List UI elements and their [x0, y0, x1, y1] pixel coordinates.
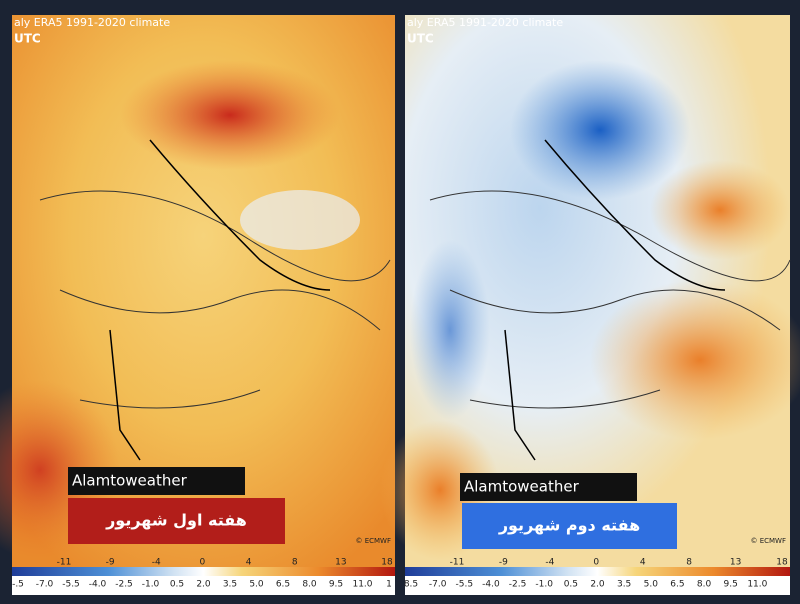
colorbar: [405, 567, 790, 576]
contour-label: -11: [57, 558, 72, 568]
caption: هفته اول شهریور: [105, 511, 247, 530]
colorbar-label: 1: [386, 580, 392, 590]
colorbar-label: -5.5: [62, 580, 80, 590]
caption-box: [68, 498, 285, 544]
contour-label: -11: [450, 558, 465, 568]
contour-label: 4: [640, 558, 646, 568]
caption: هفته دوم شهریور: [498, 516, 640, 535]
colorbar-label: 0.5: [170, 580, 184, 590]
colorbar-label: 3.5: [617, 580, 631, 590]
colorbar-label: 9.5: [724, 580, 738, 590]
colorbar-label: 2.0: [196, 580, 211, 590]
contour-label: 0: [593, 558, 599, 568]
contour-label: -4: [152, 558, 161, 568]
contour-label: 0: [200, 558, 206, 568]
brand: Alamtoweather: [464, 478, 580, 496]
contour-label: -4: [545, 558, 554, 568]
colorbar-label: -2.5: [509, 580, 527, 590]
colorbar-label: -5.5: [456, 580, 474, 590]
colorbar-label: 8.0: [302, 580, 317, 590]
colorbar-label: 11.0: [747, 580, 767, 590]
contour-label: -9: [106, 558, 115, 568]
colorbar-label: -.5: [12, 580, 24, 590]
contour-label: 18: [381, 558, 393, 568]
map-header: aly ERA5 1991-2020 climate: [14, 16, 170, 29]
colorbar-label: -1.0: [142, 580, 160, 590]
colorbar-label: 3.5: [223, 580, 237, 590]
contour-label: 4: [246, 558, 252, 568]
colorbar-label: -4.0: [482, 580, 500, 590]
copyright: © ECMWF: [750, 537, 786, 545]
brand-box: [68, 467, 245, 495]
contour-label: 13: [730, 558, 741, 568]
colorbar-label: 2.0: [590, 580, 605, 590]
contour-label: 8: [292, 558, 298, 568]
contour-label: 13: [335, 558, 346, 568]
colorbar-label: -7.0: [36, 580, 54, 590]
colorbar-label: 5.0: [249, 580, 264, 590]
colorbar-label: -4.0: [89, 580, 107, 590]
colorbar-label: 6.5: [670, 580, 684, 590]
map-header: aly ERA5 1991-2020 climate: [407, 16, 563, 29]
copyright: © ECMWF: [355, 537, 391, 545]
contour-label: 8: [686, 558, 692, 568]
brand-box: [460, 473, 637, 501]
colorbar-label: 8.5: [404, 580, 418, 590]
colorbar-label: 6.5: [276, 580, 290, 590]
contour-label: -9: [499, 558, 508, 568]
colorbar-label: 9.5: [329, 580, 343, 590]
colorbar-label: 5.0: [644, 580, 659, 590]
caption-box: [462, 503, 677, 549]
map-time: UTC: [14, 32, 41, 46]
map-time: UTC: [407, 32, 434, 46]
colorbar-label: 11.0: [352, 580, 372, 590]
colorbar-label: -7.0: [429, 580, 447, 590]
brand: Alamtoweather: [72, 472, 188, 490]
colorbar-label: -1.0: [535, 580, 553, 590]
contour-label: 18: [776, 558, 788, 568]
colorbar-label: 0.5: [564, 580, 578, 590]
colorbar-label: 8.0: [697, 580, 712, 590]
colorbar: [12, 567, 395, 576]
colorbar-label: -2.5: [115, 580, 133, 590]
